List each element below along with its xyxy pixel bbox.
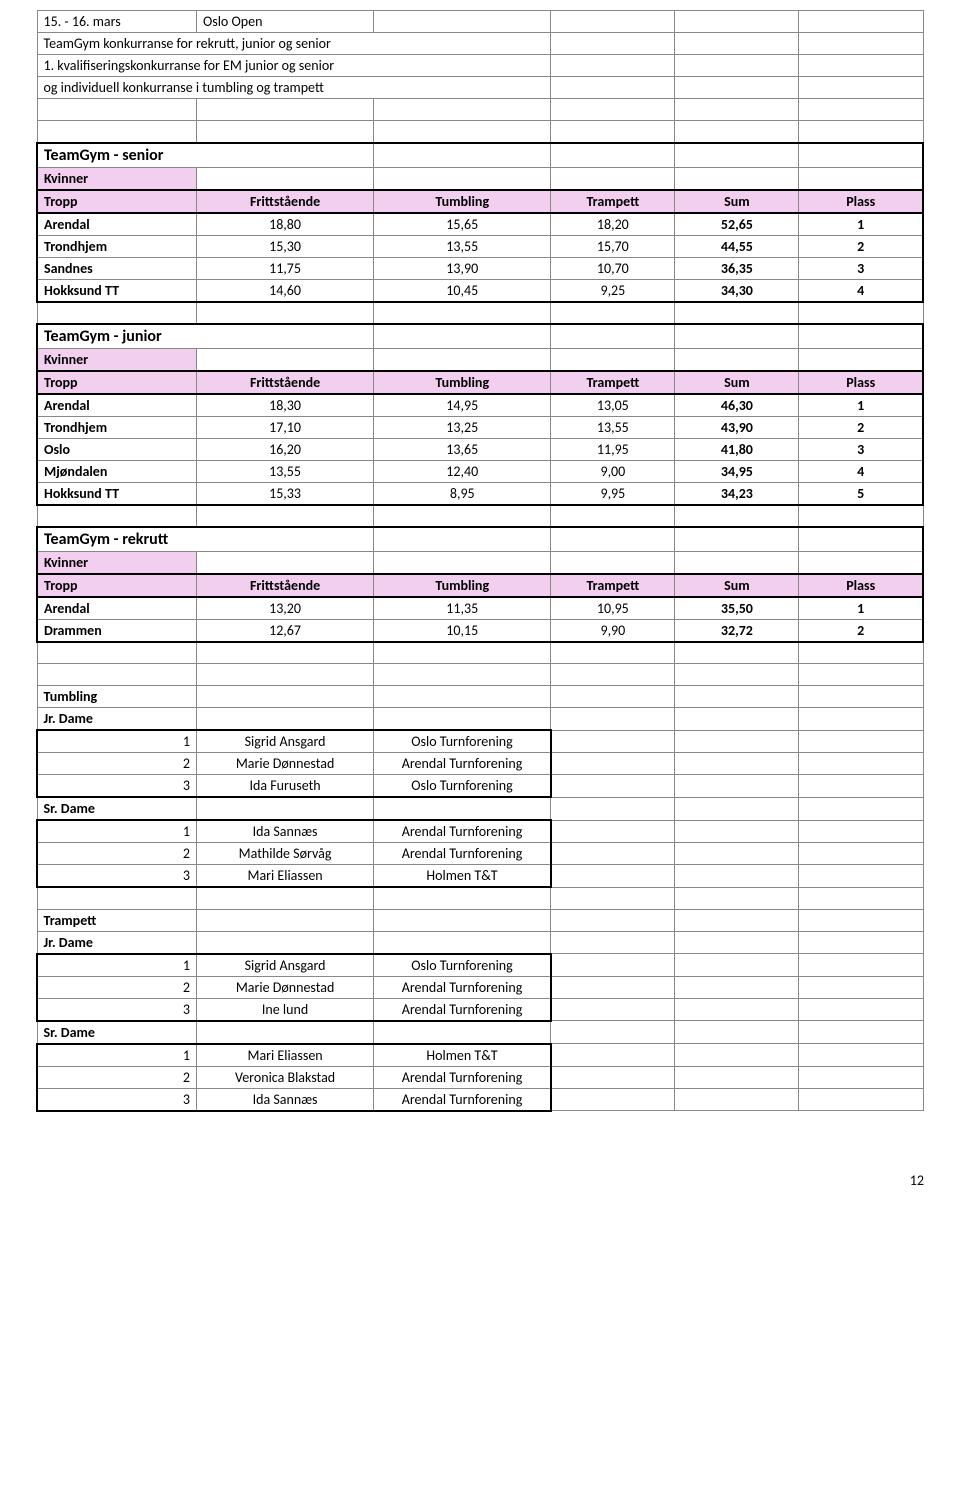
section-title: TeamGym - senior: [37, 143, 374, 168]
page-number: 12: [36, 1112, 924, 1189]
section-title: TeamGym - junior: [37, 324, 374, 349]
main-table: 15. - 16. marsOslo OpenTeamGym konkurran…: [36, 10, 924, 1112]
section-title: TeamGym - rekrutt: [37, 527, 374, 552]
